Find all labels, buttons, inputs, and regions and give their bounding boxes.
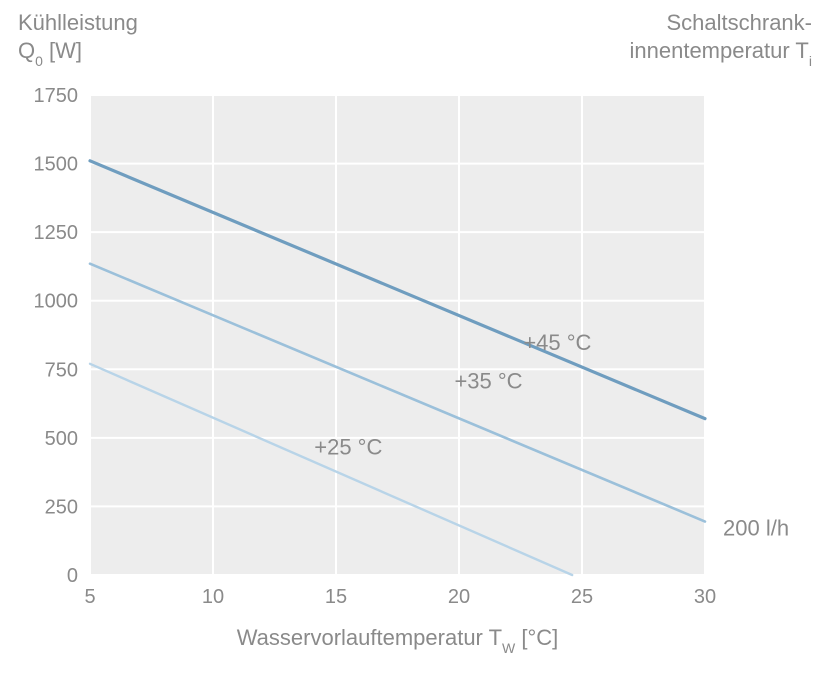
x-tick-label: 5 [84,586,95,608]
x-tick-label: 25 [571,586,593,608]
x-tick-label: 20 [448,586,470,608]
y-tick-label: 1500 [34,154,79,176]
y-tick-label: 250 [45,496,78,518]
x-tick-label: 15 [325,586,347,608]
y-tick-label: 750 [45,359,78,381]
x-tick-label: 10 [202,586,224,608]
series-label: +45 °C [523,330,591,355]
y-tick-label: 1250 [34,222,79,244]
series-label: +35 °C [454,368,522,393]
y-axis-title-line1: Kühlleistung [18,10,138,35]
y-tick-label: 0 [67,565,78,587]
y-tick-label: 500 [45,428,78,450]
right-title-line1: Schaltschrank- [666,10,812,35]
chart-container: 0 250 500 750 1000 1250 1500 1750 5 10 15 20 25 30 Küh… [0,0,832,684]
series-label: +25 °C [314,434,382,459]
y-tick-label: 1000 [34,291,79,313]
x-tick-label: 30 [694,586,716,608]
y-tick-label: 1750 [34,85,79,107]
cooling-chart: 0 250 500 750 1000 1250 1500 1750 5 10 15 20 25 30 Küh… [0,0,832,684]
flow-rate-annotation: 200 l/h [723,515,789,540]
